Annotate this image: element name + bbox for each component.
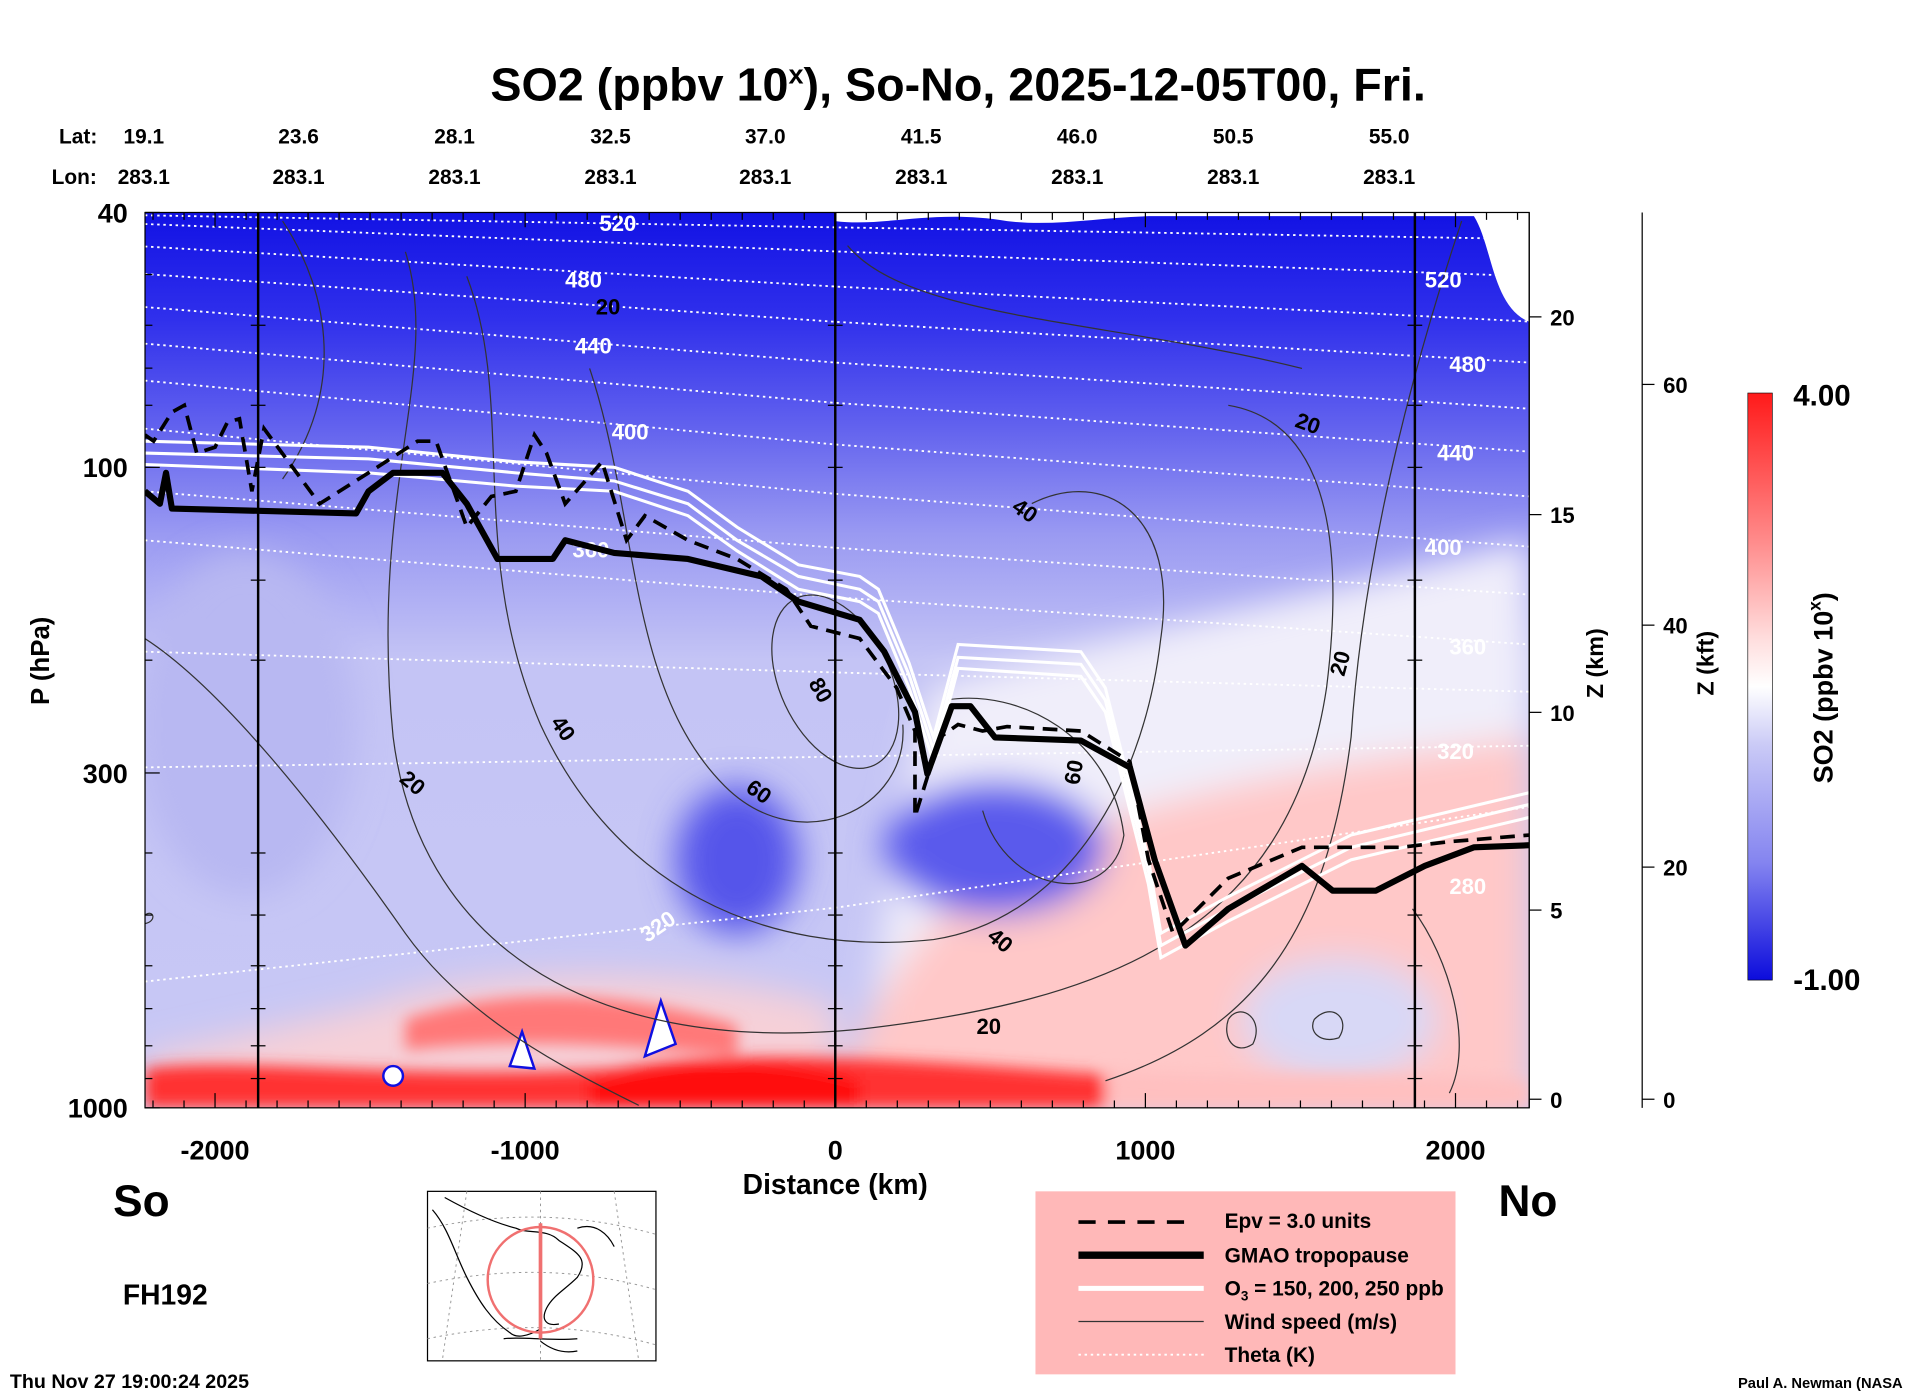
- inset-map: [426, 1190, 657, 1362]
- colorbar-title: SO2 (ppbv 10x): [1804, 592, 1838, 783]
- zkft-tick-label: 60: [1663, 373, 1688, 398]
- y-axis-title: P (hPa): [27, 617, 55, 705]
- south-end-label: So: [113, 1177, 169, 1226]
- zkft-tick-label: 20: [1663, 856, 1688, 881]
- zkm-axis-title: Z (km): [1582, 628, 1608, 698]
- plot-frame: [144, 211, 1530, 1109]
- lon-value: 283.1: [584, 166, 637, 189]
- tropopause-line-group: [145, 469, 1530, 949]
- lon-value: 283.1: [739, 166, 792, 189]
- theta-line-500: [145, 245, 1530, 323]
- wind-speed-contours: [145, 220, 1463, 1106]
- svg-text:440: 440: [1437, 441, 1474, 466]
- epv-line-group: [145, 402, 1530, 937]
- lon-value: 283.1: [1363, 166, 1416, 189]
- lat-value: 46.0: [1057, 126, 1098, 149]
- colorbar: [1747, 392, 1773, 981]
- o3-line-200: [145, 451, 1530, 948]
- svg-text:400: 400: [612, 420, 649, 445]
- svg-text:480: 480: [565, 267, 602, 292]
- wind-contour-20-right: [1105, 220, 1463, 1082]
- lon-value: 283.1: [895, 166, 948, 189]
- timestamp: Thu Nov 27 19:00:24 2025: [10, 1371, 249, 1393]
- lon-value: 283.1: [1207, 166, 1260, 189]
- zkm-tick-label: 15: [1550, 503, 1575, 528]
- epv-line: [145, 402, 1530, 937]
- north-end-label: No: [1498, 1177, 1557, 1226]
- zkm-tick-label: 0: [1550, 1088, 1562, 1113]
- svg-text:60: 60: [1059, 758, 1088, 787]
- y-tick-label: 100: [83, 453, 128, 483]
- lat-value: 19.1: [123, 126, 164, 149]
- zkm-tick-label: 5: [1550, 899, 1562, 924]
- lon-value: 283.1: [272, 166, 325, 189]
- svg-text:20: 20: [596, 294, 621, 319]
- svg-text:Theta (K): Theta (K): [1225, 1344, 1315, 1367]
- svg-text:480: 480: [1449, 352, 1486, 377]
- svg-text:20: 20: [977, 1014, 1002, 1039]
- lat-value: 32.5: [590, 126, 631, 149]
- lat-value: 37.0: [745, 126, 786, 149]
- so2-field: [145, 212, 1530, 1108]
- lat-label: Lat:: [59, 126, 97, 149]
- svg-text:O3 = 150, 200, 250 ppb: O3 = 150, 200, 250 ppb: [1225, 1278, 1444, 1304]
- credit: Paul A. Newman (NASA: [1738, 1376, 1903, 1392]
- svg-text:360: 360: [1449, 635, 1486, 660]
- forecast-hour: FH192: [123, 1278, 208, 1310]
- lon-value: 283.1: [118, 166, 171, 189]
- lat-value: 50.5: [1213, 126, 1254, 149]
- lat-value: 28.1: [434, 126, 475, 149]
- wind-contour-60-left: [589, 368, 904, 823]
- zkft-tick-label: 0: [1663, 1088, 1675, 1113]
- colorbar-max-label: 4.00: [1793, 379, 1850, 412]
- svg-text:Wind speed (m/s): Wind speed (m/s): [1225, 1311, 1398, 1334]
- o3-line-150: [145, 439, 1530, 936]
- theta-line-360: [145, 539, 1530, 646]
- lon-label: Lon:: [52, 166, 97, 189]
- y-tick-label: 300: [83, 759, 128, 789]
- o3-line-250: [145, 462, 1530, 961]
- lat-value: 41.5: [901, 126, 942, 149]
- tropopause-line: [145, 469, 1530, 949]
- colorbar-min-label: -1.00: [1793, 964, 1860, 997]
- theta-line-460: [145, 306, 1530, 410]
- axes: -2000 -1000 0 1000 2000 40 100 300 1000 0 5 10 15 20 0…: [68, 198, 1688, 1165]
- x-tick-label: 0: [828, 1135, 843, 1165]
- svg-text:Epv = 3.0 units: Epv = 3.0 units: [1225, 1210, 1372, 1233]
- x-tick-label: -1000: [491, 1135, 560, 1165]
- legend: Epv = 3.0 units GMAO tropopause O3 = 150…: [1035, 1191, 1456, 1375]
- svg-text:280: 280: [1449, 874, 1486, 899]
- svg-text:400: 400: [1425, 535, 1462, 560]
- x-tick-label: -2000: [180, 1135, 249, 1165]
- zkm-tick-label: 10: [1550, 701, 1575, 726]
- theta-line-380: [145, 490, 1530, 596]
- wind-contour-40: [466, 276, 1165, 943]
- zkm-tick-label: 20: [1550, 305, 1575, 330]
- lat-value: 55.0: [1369, 126, 1410, 149]
- y-tick-label: 40: [98, 198, 128, 228]
- x-tick-label: 2000: [1425, 1135, 1485, 1165]
- ozone-contours: [145, 439, 1530, 961]
- svg-text:520: 520: [1425, 267, 1462, 292]
- wind-contour-60-right: [945, 697, 1125, 884]
- lon-value: 283.1: [1051, 166, 1104, 189]
- chart-title: SO2 (ppbv 10x), So-No, 2025-12-05T00, Fr…: [490, 59, 1425, 111]
- zkft-axis-title: Z (kft): [1692, 631, 1718, 696]
- svg-text:320: 320: [1437, 739, 1474, 764]
- svg-text:GMAO tropopause: GMAO tropopause: [1225, 1245, 1409, 1268]
- lat-lon-header: 19.1 283.1 23.6 283.1 28.1 283.1 32.5 283.1 37.0…: [118, 126, 1416, 190]
- zkft-tick-label: 40: [1663, 614, 1688, 639]
- lat-value: 23.6: [278, 126, 319, 149]
- y-tick-label: 1000: [68, 1094, 128, 1124]
- x-tick-label: 1000: [1115, 1135, 1175, 1165]
- x-axis-title: Distance (km): [743, 1168, 928, 1200]
- wind-contour-20-left: [387, 251, 1334, 1034]
- theta-line-440: [145, 342, 1530, 453]
- svg-text:440: 440: [575, 334, 612, 359]
- theta-line-480: [145, 273, 1530, 364]
- lon-value: 283.1: [428, 166, 481, 189]
